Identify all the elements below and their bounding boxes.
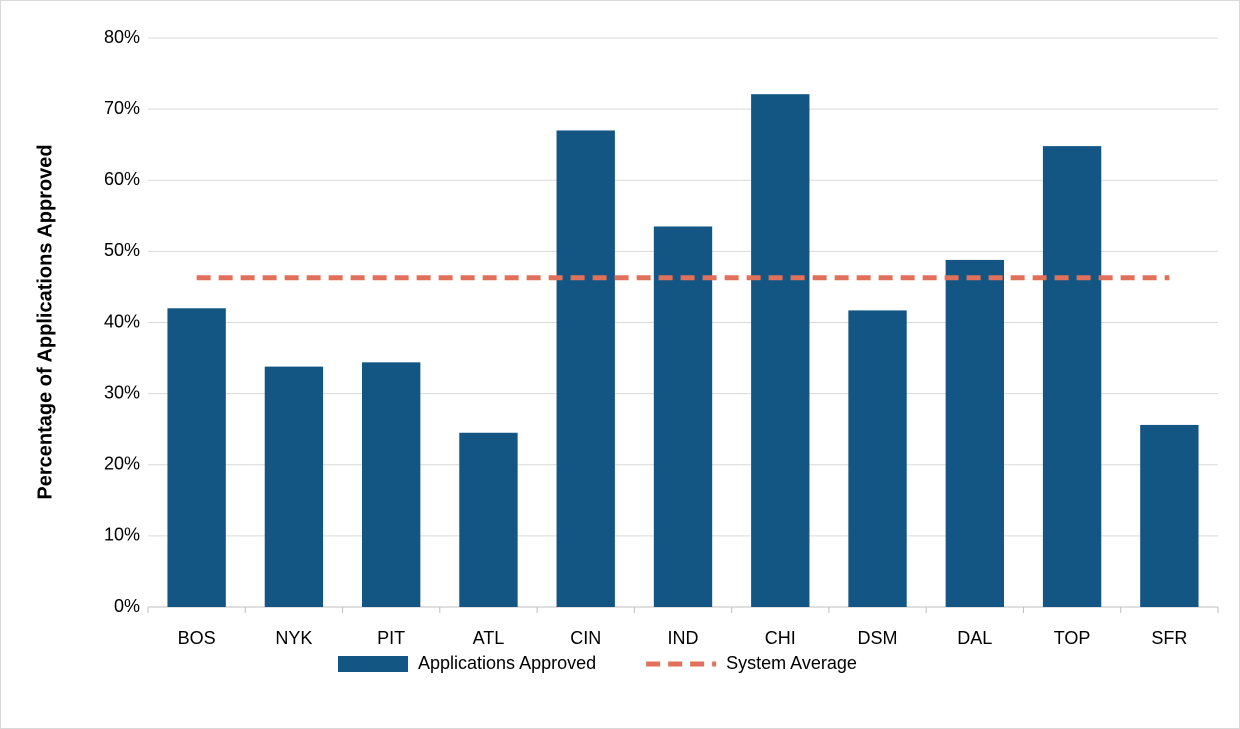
x-tick-label: PIT (377, 628, 405, 648)
y-tick-label: 70% (104, 98, 140, 118)
y-tick-label: 40% (104, 311, 140, 331)
y-tick-label: 20% (104, 454, 140, 474)
bar (167, 308, 226, 607)
x-tick-label: TOP (1054, 628, 1091, 648)
y-tick-label: 80% (104, 27, 140, 47)
legend-swatch (338, 656, 408, 672)
bar (459, 432, 518, 607)
bar (264, 366, 324, 607)
bar (1140, 424, 1199, 607)
bar (653, 226, 713, 607)
x-tick-label: SFR (1151, 628, 1187, 648)
y-tick-label: 50% (104, 240, 140, 260)
x-tick-label: DAL (957, 628, 992, 648)
bar (556, 130, 615, 607)
x-tick-label: NYK (275, 628, 312, 648)
y-tick-label: 30% (104, 382, 140, 402)
x-tick-label: CHI (765, 628, 796, 648)
y-axis-label: Percentage of Applications Approved (34, 144, 56, 499)
bar (751, 94, 810, 608)
x-tick-label: CIN (570, 628, 601, 648)
bar (848, 310, 907, 607)
x-tick-label: BOS (178, 628, 216, 648)
y-tick-label: 0% (114, 596, 140, 616)
x-tick-label: ATL (473, 628, 505, 648)
legend-label: System Average (726, 653, 857, 673)
legend-label: Applications Approved (418, 653, 596, 673)
x-tick-label: DSM (858, 628, 898, 648)
bar (1042, 146, 1102, 608)
x-tick-label: IND (668, 628, 699, 648)
y-tick-label: 60% (104, 169, 140, 189)
y-tick-label: 10% (104, 525, 140, 545)
bar (362, 362, 421, 607)
bar (945, 259, 1004, 607)
